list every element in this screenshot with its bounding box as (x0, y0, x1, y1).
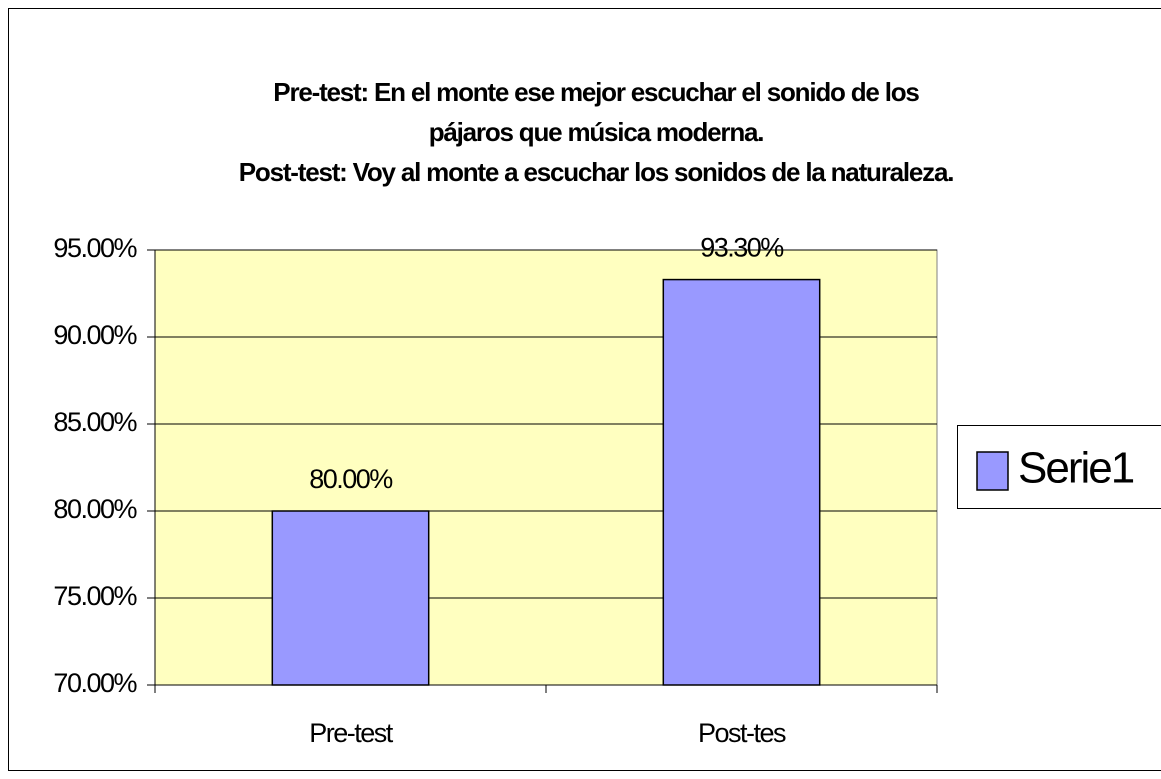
y-tick-label: 90.00% (53, 320, 137, 350)
legend-swatch (976, 451, 1009, 491)
bar (662, 278, 821, 686)
y-tick-label: 80.00% (53, 494, 137, 524)
bar (271, 510, 430, 686)
y-tick-label: 85.00% (53, 407, 137, 437)
y-tick-label: 75.00% (53, 581, 137, 611)
legend-label: Serie1 (1018, 444, 1134, 493)
x-tick-label: Pre-test (309, 718, 394, 748)
data-label: 93.30% (700, 233, 784, 263)
chart-title: pájaros que música moderna. (429, 117, 764, 147)
x-tick-label: Post-tes (698, 718, 786, 748)
y-tick-label: 70.00% (53, 668, 137, 698)
data-label: 80.00% (309, 464, 393, 494)
chart-title: Post-test: Voy al monte a escuchar los s… (239, 157, 954, 187)
y-tick-label: 95.00% (53, 233, 137, 263)
chart-title: Pre-test: En el monte ese mejor escuchar… (273, 77, 919, 107)
